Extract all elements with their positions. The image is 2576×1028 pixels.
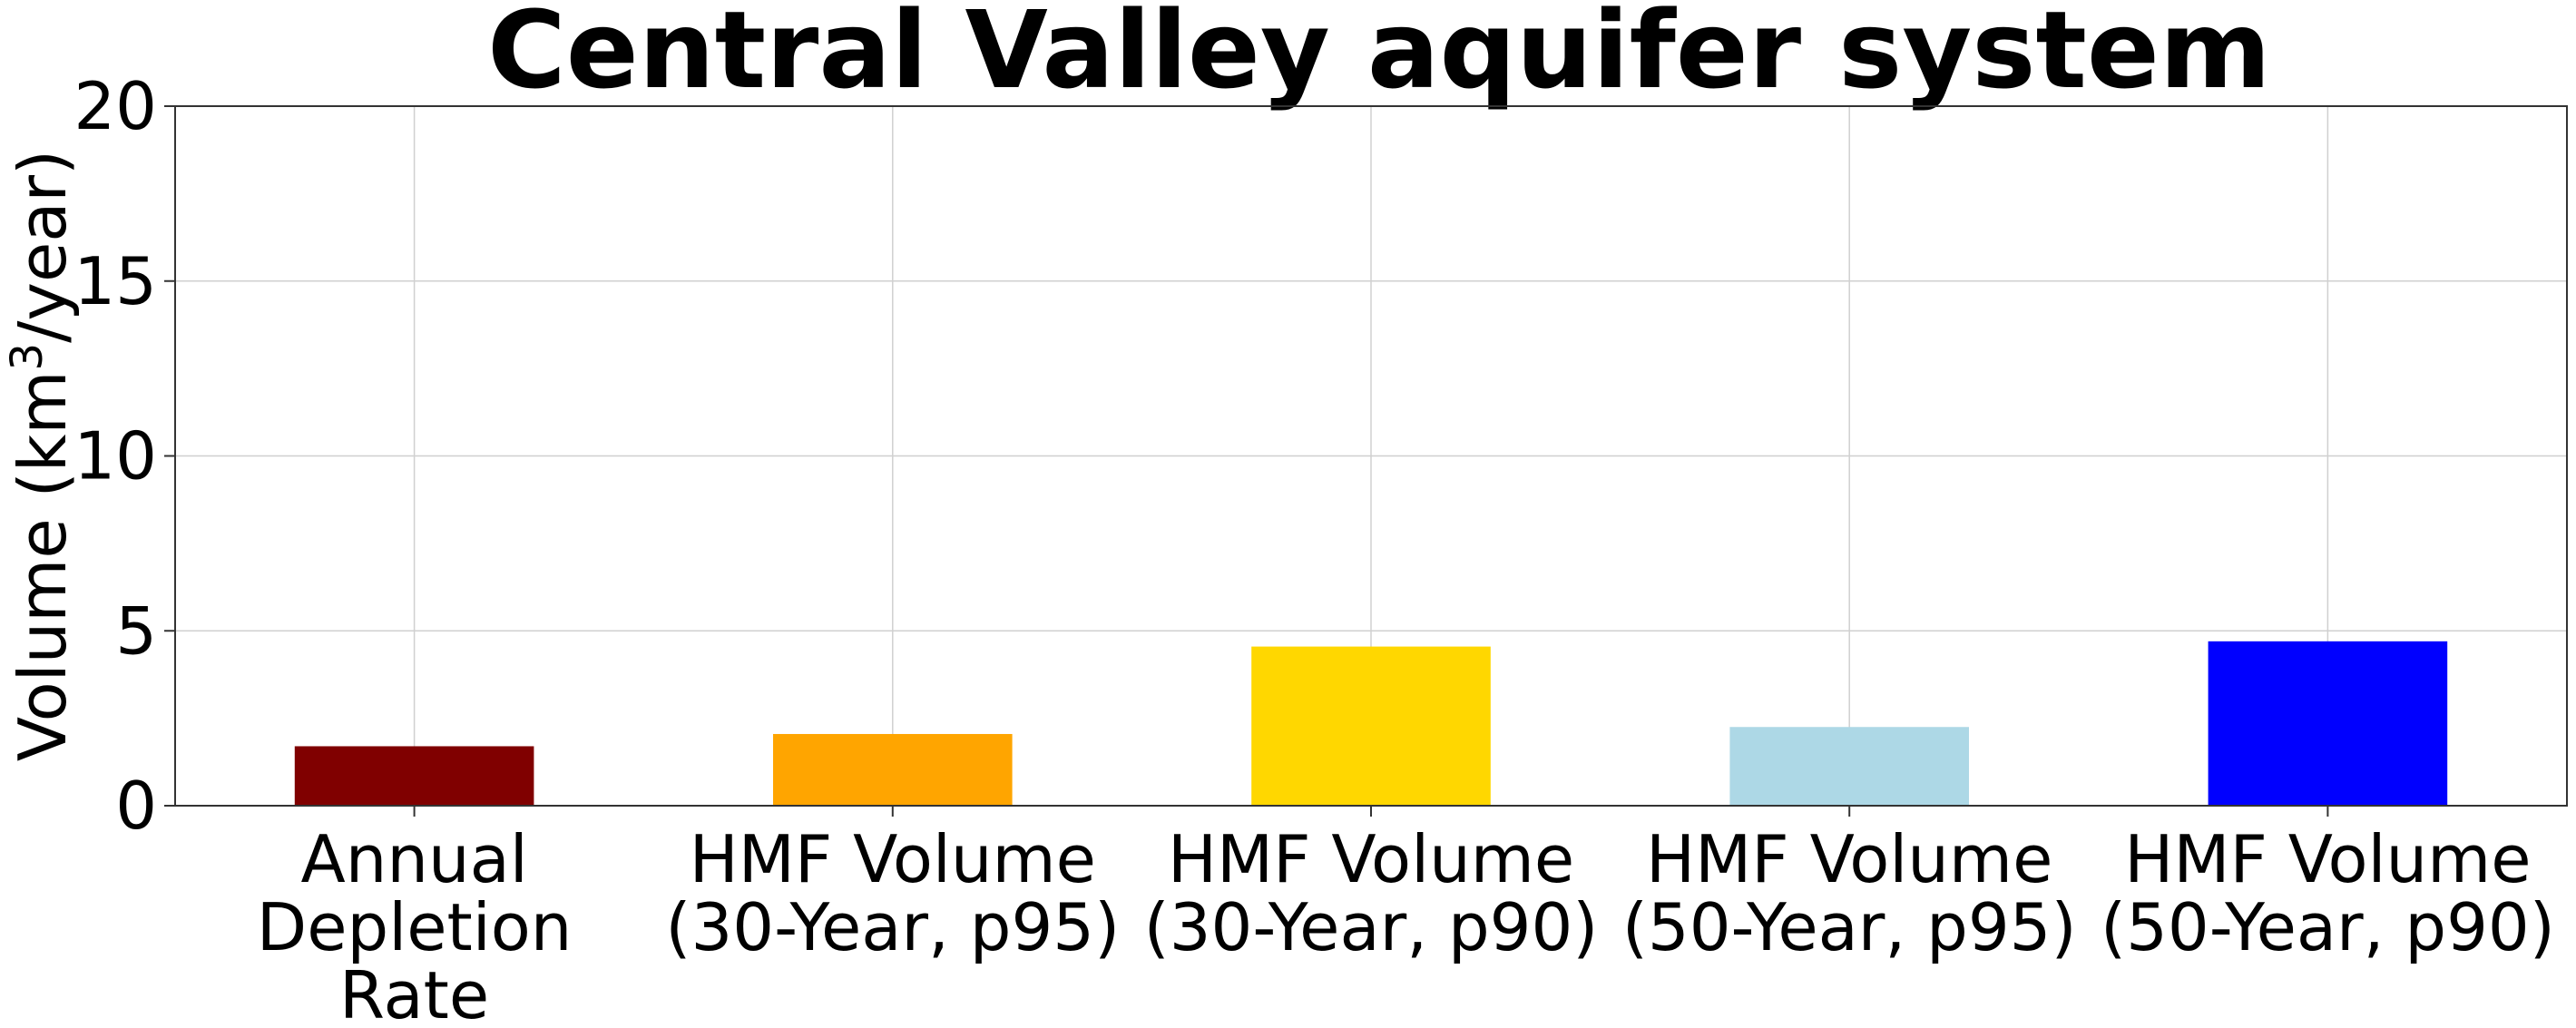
bars-layer bbox=[294, 641, 2448, 806]
category-label-line: Rate bbox=[339, 957, 489, 1024]
category-label-line: HMF Volume bbox=[1646, 821, 2052, 897]
y-tick-label: 15 bbox=[73, 243, 157, 319]
category-label: HMF Volume (50-Year, p90) bbox=[2101, 821, 2555, 965]
category-label-line: (50-Year, p95) bbox=[1622, 889, 2077, 965]
y-tick-label: 5 bbox=[115, 592, 157, 669]
y-axis-label-superscript: 3 bbox=[2, 343, 53, 371]
bar bbox=[1729, 727, 1969, 806]
category-label-line: (30-Year, p90) bbox=[1144, 889, 1599, 965]
category-label-line: HMF Volume bbox=[690, 821, 1096, 897]
chart-title: Central Valley aquifer system bbox=[487, 0, 2271, 113]
category-label-line: Annual bbox=[300, 821, 527, 897]
y-tick-label: 10 bbox=[73, 418, 157, 494]
category-label-line: HMF Volume bbox=[2124, 821, 2531, 897]
bar bbox=[1251, 646, 1491, 806]
y-axis-label: Volume (km3/year) bbox=[2, 150, 81, 761]
bar bbox=[773, 733, 1013, 806]
y-axis-label-tail: /year) bbox=[5, 150, 81, 343]
y-tick-label: 0 bbox=[115, 768, 157, 844]
bar bbox=[294, 746, 534, 806]
bar bbox=[2208, 641, 2448, 806]
y-tick-label: 20 bbox=[73, 68, 157, 144]
category-label: HMF Volume (50-Year, p95) bbox=[1622, 821, 2077, 965]
category-label: HMF Volume (30-Year, p95) bbox=[665, 821, 1120, 965]
category-label: Annual Depletion Rate bbox=[257, 821, 573, 1024]
category-label: HMF Volume (30-Year, p90) bbox=[1144, 821, 1599, 965]
category-label-line: (50-Year, p90) bbox=[2101, 889, 2555, 965]
category-label-line: Depletion bbox=[257, 889, 573, 965]
y-axis-label-main: Volume (km bbox=[5, 370, 81, 761]
category-label-line: HMF Volume bbox=[1168, 821, 1574, 897]
ticks-layer: 0 5 10 15 20 bbox=[73, 68, 2329, 844]
category-label-line: (30-Year, p95) bbox=[665, 889, 1120, 965]
